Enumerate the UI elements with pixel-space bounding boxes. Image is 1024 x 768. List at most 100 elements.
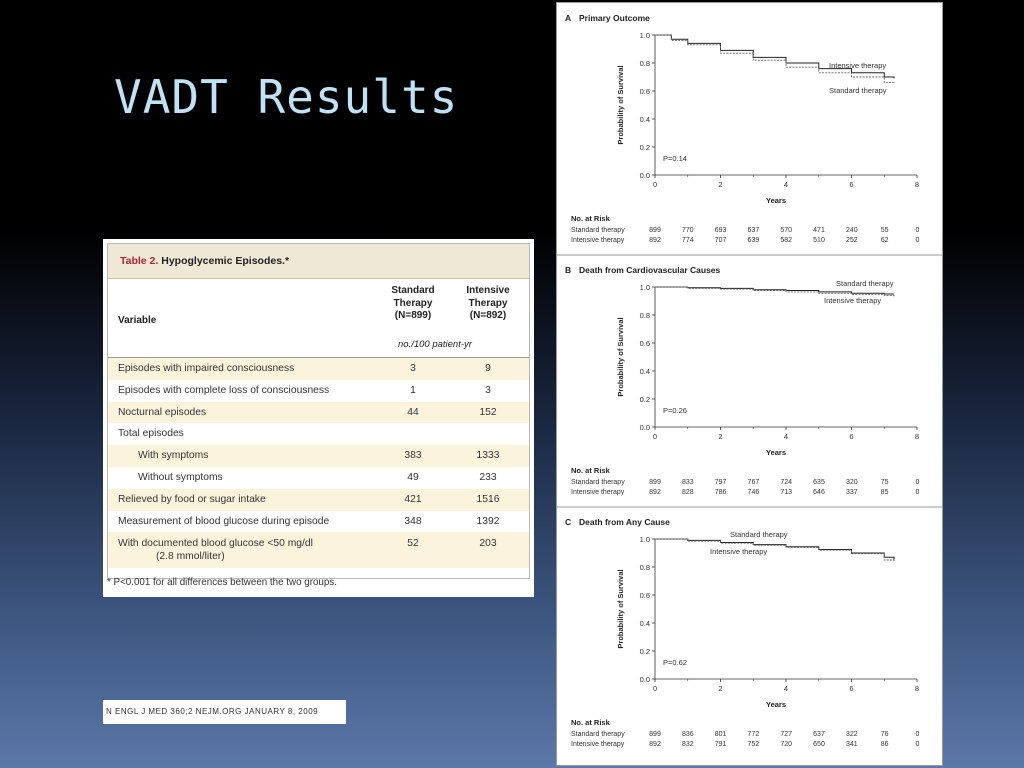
table-row: Measurement of blood glucose during epis… — [108, 511, 529, 533]
x-tick-label: 4 — [784, 684, 788, 693]
x-tick-label: 4 — [784, 432, 788, 441]
series-label: Standard therapy — [730, 530, 788, 539]
risk-value: 727 — [780, 731, 792, 738]
y-tick-label: 0.6 — [640, 591, 650, 600]
risk-row-label: Intensive therapy — [571, 237, 625, 244]
row-intensive-value: 1516 — [476, 493, 500, 505]
units-label: no./100 patient-yr — [398, 339, 472, 350]
row-variable: Without symptoms — [138, 471, 223, 483]
table-name: Hypoglycemic Episodes.* — [161, 255, 290, 267]
risk-value: 240 — [846, 227, 858, 234]
risk-value: 801 — [715, 731, 727, 738]
table-header: Variable Standard Therapy (N=899) Intens… — [108, 279, 529, 358]
slide-title: VADT Results — [114, 70, 459, 124]
chart-title: Primary Outcome — [579, 13, 650, 23]
y-tick-label: 1.0 — [640, 283, 650, 292]
risk-table-title: No. at Risk — [571, 466, 611, 475]
risk-value: 510 — [813, 237, 825, 244]
panel-letter: C — [565, 517, 571, 527]
risk-value: 774 — [682, 237, 694, 244]
x-tick-label: 2 — [718, 432, 722, 441]
x-tick-label: 0 — [653, 684, 657, 693]
risk-table-title: No. at Risk — [571, 214, 611, 223]
y-tick-label: 0.6 — [640, 339, 650, 348]
intensive-column-header: Intensive Therapy (N=892) — [453, 285, 523, 323]
row-intensive-value: 1333 — [476, 450, 500, 462]
citation: N ENGL J MED 360;2 NEJM.ORG JANUARY 8, 2… — [103, 700, 346, 724]
row-standard-value: 44 — [407, 406, 419, 418]
risk-value: 0 — [915, 237, 919, 244]
risk-value: 639 — [748, 237, 760, 244]
intensive-header-line: Therapy — [468, 297, 508, 309]
risk-value: 713 — [780, 489, 792, 496]
series-label: Standard therapy — [829, 86, 887, 95]
risk-value: 341 — [846, 741, 858, 748]
risk-value: 0 — [915, 731, 919, 738]
y-tick-label: 0.2 — [640, 143, 650, 152]
row-intensive-value: 233 — [479, 471, 497, 483]
risk-value: 75 — [881, 479, 889, 486]
x-tick-label: 6 — [849, 180, 853, 189]
risk-value: 637 — [813, 731, 825, 738]
y-tick-label: 0.0 — [640, 423, 650, 432]
risk-value: 797 — [715, 479, 727, 486]
risk-value: 786 — [715, 489, 727, 496]
risk-value: 0 — [915, 479, 919, 486]
x-tick-label: 2 — [718, 684, 722, 693]
x-tick-label: 8 — [915, 432, 919, 441]
y-axis-label: Probability of Survival — [616, 569, 625, 648]
row-variable: Relieved by food or sugar intake — [118, 493, 266, 505]
survival-curve — [655, 538, 895, 562]
risk-value: 252 — [846, 237, 858, 244]
chart-title: Death from Any Cause — [579, 517, 670, 527]
table-row: With documented blood glucose <50 mg/dl(… — [108, 532, 529, 569]
table-caption: Table 2. Hypoglycemic Episodes.* — [108, 244, 529, 279]
table-row: Without symptoms 49 233 — [108, 467, 529, 489]
risk-value: 899 — [649, 731, 661, 738]
risk-value: 833 — [682, 479, 694, 486]
table-footnote: * P<0.001 for all differences between th… — [107, 577, 337, 588]
y-axis-label: Probability of Survival — [616, 65, 625, 144]
series-label: Intensive therapy — [710, 547, 767, 556]
risk-value: 76 — [881, 731, 889, 738]
row-intensive-value: 203 — [479, 538, 497, 550]
row-intensive-value: 152 — [479, 406, 497, 418]
y-tick-label: 0.8 — [640, 59, 650, 68]
risk-value: 752 — [748, 741, 760, 748]
risk-value: 86 — [881, 741, 889, 748]
x-axis-label: Years — [766, 196, 786, 205]
row-variable-line: (2.8 mmol/liter) — [156, 551, 225, 563]
series-label: Standard therapy — [836, 279, 894, 288]
table-row: Episodes with complete loss of conscious… — [108, 380, 529, 402]
risk-value: 62 — [881, 237, 889, 244]
survival-curve — [655, 538, 895, 560]
row-intensive-value: 3 — [485, 384, 491, 396]
x-tick-label: 0 — [653, 180, 657, 189]
row-standard-value: 49 — [407, 471, 419, 483]
standard-header-line: (N=899) — [394, 310, 432, 321]
risk-row-label: Intensive therapy — [571, 741, 625, 748]
risk-value: 471 — [813, 227, 825, 234]
row-variable: Episodes with complete loss of conscious… — [118, 384, 330, 396]
risk-value: 720 — [780, 741, 792, 748]
row-standard-value: 383 — [404, 450, 422, 462]
series-label: Intensive therapy — [829, 61, 886, 70]
risk-value: 582 — [780, 237, 792, 244]
risk-value: 693 — [715, 227, 727, 234]
y-tick-label: 0.4 — [640, 367, 650, 376]
x-tick-label: 4 — [784, 180, 788, 189]
intensive-header-line: Intensive — [466, 285, 510, 296]
row-variable: Total episodes — [118, 428, 184, 440]
risk-value: 650 — [813, 741, 825, 748]
survival-curve — [655, 34, 895, 79]
intensive-header-line: (N=892) — [469, 310, 507, 321]
risk-value: 770 — [682, 227, 694, 234]
x-tick-label: 6 — [849, 684, 853, 693]
risk-row-label: Standard therapy — [571, 731, 625, 738]
x-tick-label: 6 — [849, 432, 853, 441]
table-row: Relieved by food or sugar intake 421 1516 — [108, 488, 529, 511]
row-intensive-value: 9 — [485, 363, 491, 374]
risk-value: 635 — [813, 479, 825, 486]
row-standard-value: 421 — [404, 493, 422, 505]
risk-value: 767 — [748, 479, 760, 486]
